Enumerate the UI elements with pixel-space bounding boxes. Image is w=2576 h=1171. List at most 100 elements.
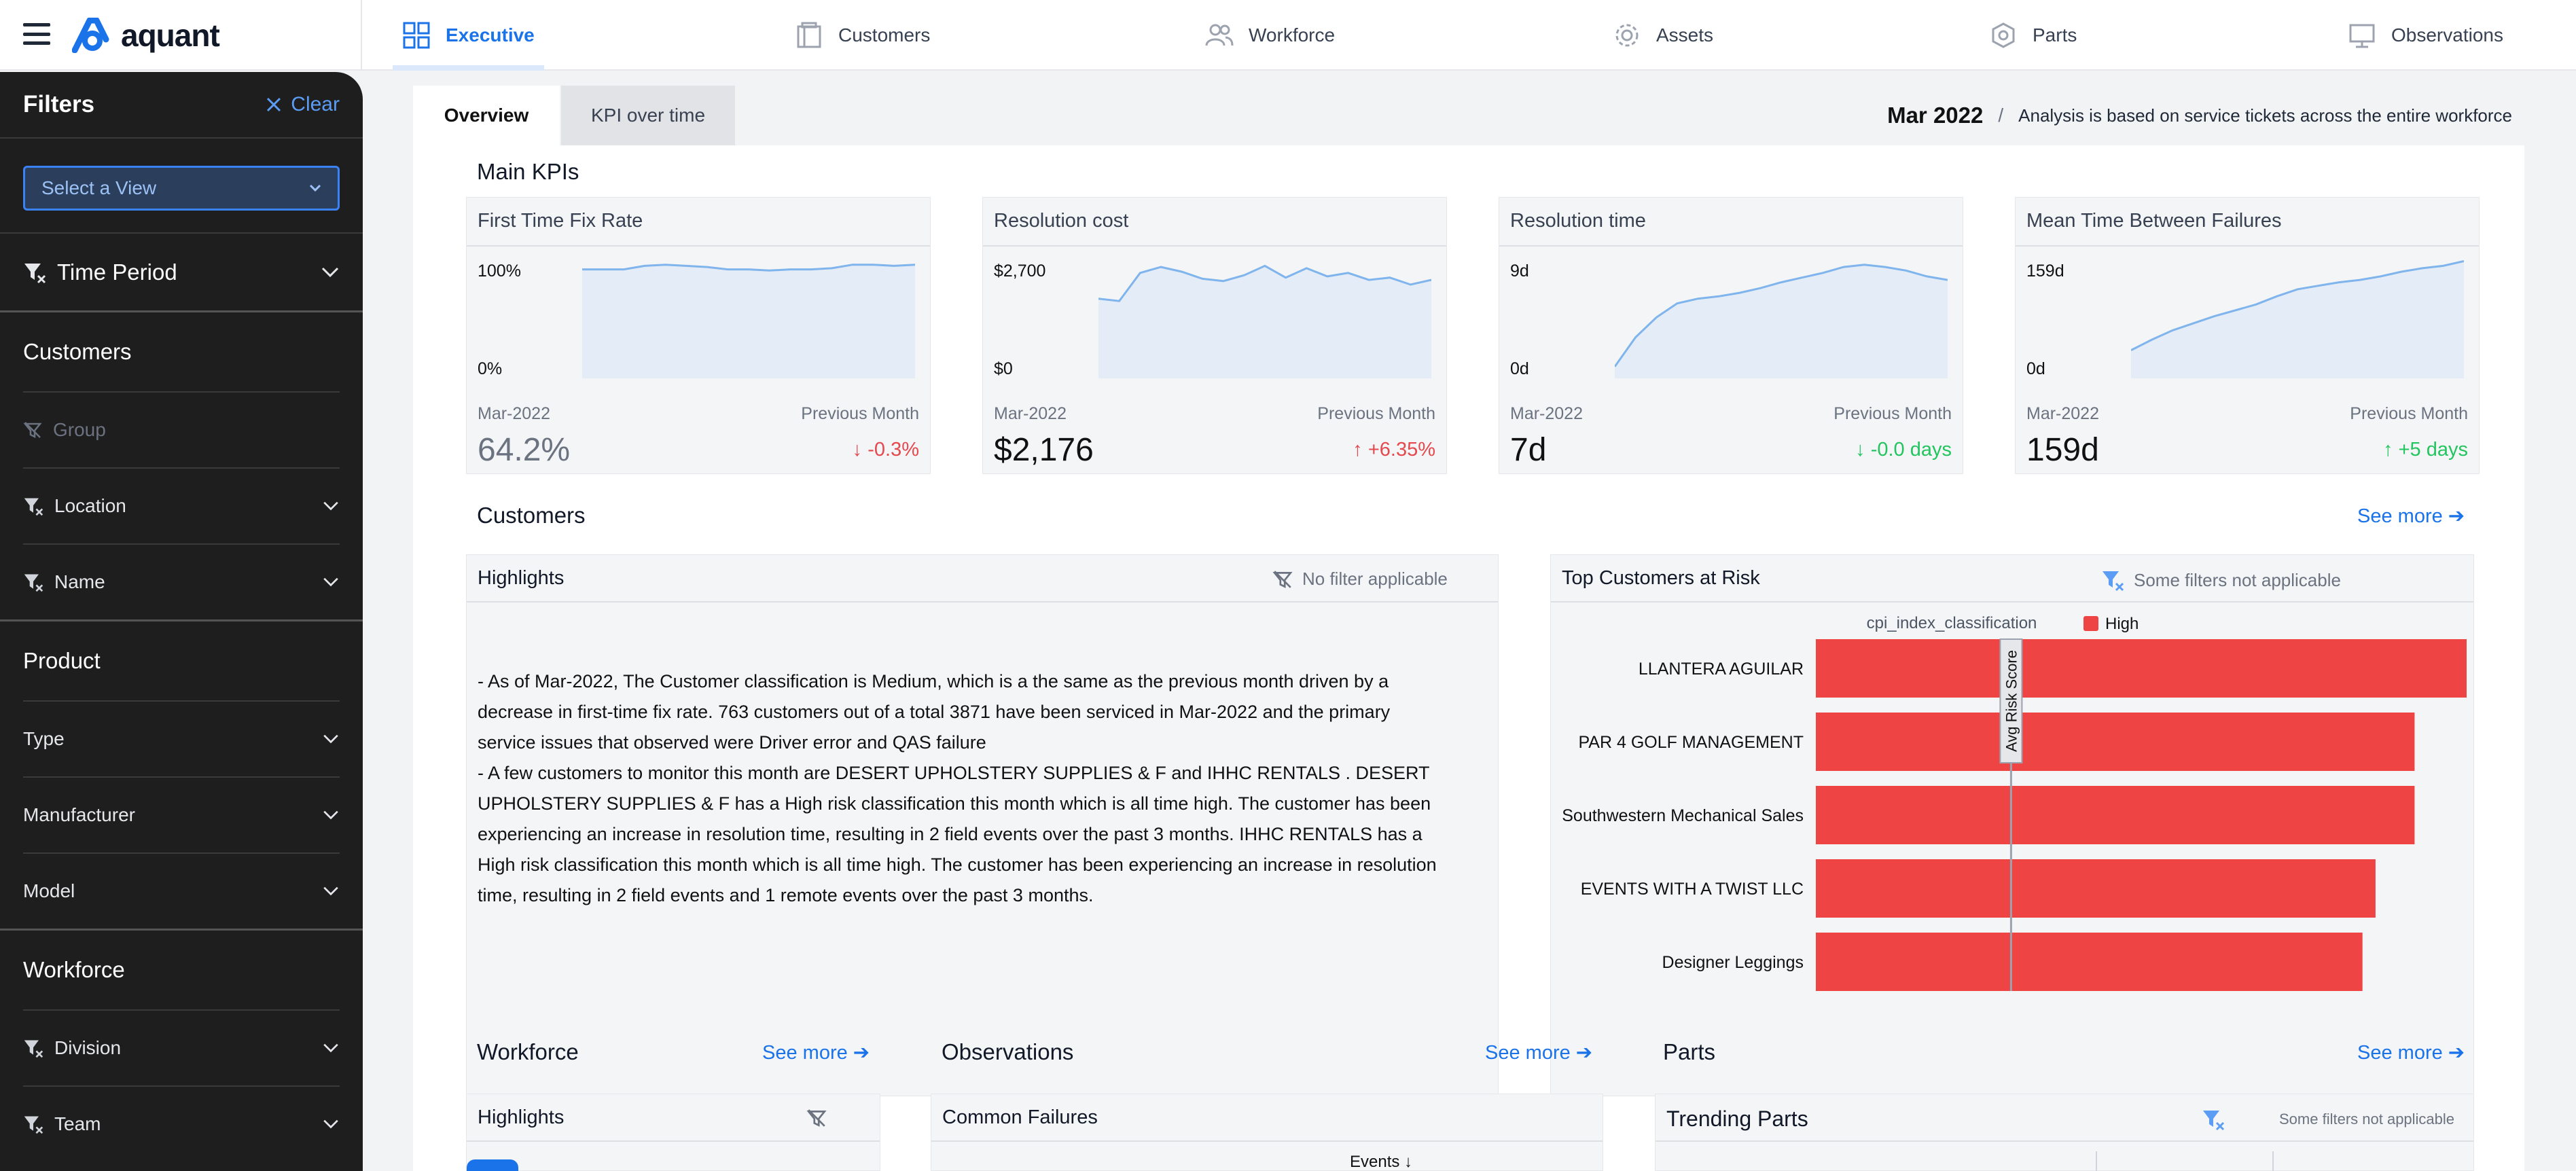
events-column-header[interactable]: Events ↓ (1350, 1153, 1413, 1171)
kpi-divider (983, 245, 1446, 247)
filter-note (806, 1108, 827, 1128)
sparkline-line (2131, 260, 2464, 351)
chevron-down-icon (323, 810, 338, 820)
clear-filters-button[interactable]: Clear (265, 93, 340, 116)
kpi-y-max: 100% (478, 262, 521, 281)
filter-model[interactable]: Model (23, 852, 340, 929)
filter-off-icon (24, 574, 43, 592)
filter-manufacturer-label: Manufacturer (23, 804, 135, 825)
sparkline-area (1615, 264, 1948, 378)
active-tab-indicator (393, 65, 544, 71)
filter-name[interactable]: Name (23, 543, 340, 619)
page-tabs: Overview KPI over time Mar 2022 / Analys… (413, 86, 2524, 145)
time-period-filter[interactable]: Time Period (0, 234, 363, 312)
filter-partial-icon (2203, 1111, 2225, 1131)
workforce-section-title: Workforce (477, 1039, 579, 1064)
tab-executive[interactable]: Executive (393, 0, 544, 71)
chevron-down-icon (323, 577, 338, 587)
kpi-card[interactable]: First Time Fix Rate 100% 0% Mar-2022 Pre… (466, 197, 931, 474)
tab-workforce-label: Workforce (1249, 24, 1336, 46)
section-divider (0, 929, 363, 931)
observations-see-more-link[interactable]: See more ➔ (1485, 1042, 1593, 1064)
kpi-value: 7d (1510, 432, 1547, 468)
sparkline-line (582, 264, 915, 272)
risk-bar (1816, 859, 2376, 918)
filter-note: Some filters not applicable (2202, 1108, 2454, 1131)
risk-bar (1816, 713, 2415, 771)
kpi-delta: ↓ -0.3% (852, 439, 919, 461)
kpi-card[interactable]: Resolution cost $2,700 $0 Mar-2022 Previ… (982, 197, 1447, 474)
kpi-name: Resolution cost (994, 210, 1129, 232)
kpi-delta: ↑ +5 days (2383, 439, 2468, 461)
panel-header: Highlights No filter applicable (467, 555, 1498, 602)
filter-off-icon (24, 263, 46, 283)
filter-type[interactable]: Type (23, 700, 340, 776)
gear-icon (1615, 24, 1639, 47)
filter-group: Group (23, 391, 340, 467)
filter-model-label: Model (23, 880, 75, 901)
kpi-card[interactable]: Resolution time 9d 0d Mar-2022 Previous … (1499, 197, 1963, 474)
trending-parts-title: Trending Parts (1666, 1106, 1808, 1131)
filter-off-icon (24, 498, 43, 516)
customers-section-title: Customers (477, 503, 586, 528)
customers-see-more-link[interactable]: See more ➔ (2357, 505, 2465, 527)
tab-workforce[interactable]: Workforce (1205, 0, 1335, 71)
chevron-down-icon (323, 734, 338, 744)
analysis-info: Mar 2022 / Analysis is based on service … (1887, 86, 2512, 145)
product-section-title: Product (23, 648, 101, 673)
chevron-down-icon (321, 267, 339, 277)
kpi-sparkline (2131, 260, 2464, 378)
filter-location[interactable]: Location (23, 467, 340, 543)
chevron-down-icon (323, 1119, 338, 1129)
category-label: LLANTERA AGUILAR (1639, 660, 1804, 679)
kpi-sparkline (1098, 264, 1431, 378)
view-select-wrapper: Select a View (0, 139, 363, 234)
risk-bar (1816, 933, 2363, 991)
tab-assets[interactable]: Assets (1613, 0, 1713, 71)
highlight-line: experiencing an increase in resolution t… (478, 824, 1423, 844)
panel-header: Top Customers at Risk Some filters not a… (1551, 555, 2473, 602)
kpi-period: Mar-2022 (2026, 404, 2099, 423)
kpi-card[interactable]: Mean Time Between Failures 159d 0d Mar-2… (2015, 197, 2480, 474)
tab-observations[interactable]: Observations (2348, 0, 2503, 71)
tab-overview[interactable]: Overview (413, 86, 560, 145)
risk-bar-chart: cpi_index_classification High LLANTERA AGU… (1562, 614, 2467, 991)
workforce-see-more-link[interactable]: See more ➔ (762, 1042, 870, 1064)
view-select[interactable]: Select a View (23, 166, 340, 211)
filter-disabled-icon (1272, 570, 1293, 588)
main-kpis-title: Main KPIs (477, 159, 579, 184)
part-icon (1992, 22, 2015, 48)
category-label: PAR 4 GOLF MANAGEMENT (1578, 733, 1804, 752)
filter-name-label: Name (54, 571, 105, 592)
avg-risk-label: Avg Risk Score (2003, 650, 2020, 752)
risk-bar (1816, 639, 2467, 698)
time-period-label: Time Period (57, 259, 177, 285)
filter-note-text: No filter applicable (1302, 569, 1448, 589)
filter-division[interactable]: Division (23, 1009, 340, 1085)
kpi-period: Mar-2022 (1510, 404, 1583, 423)
filter-note: No filter applicable (1272, 569, 1448, 590)
legend-label: High (2105, 615, 2139, 633)
filter-note-text: Some filters not applicable (2279, 1111, 2455, 1128)
analysis-date: Mar 2022 (1887, 103, 1984, 128)
aquant-logo-icon (72, 18, 109, 53)
highlights-text: - As of Mar-2022, The Customer classific… (478, 666, 1497, 911)
column-divider (2096, 1151, 2097, 1171)
highlight-line: time, resulting in 2 field events and 1 … (478, 885, 1094, 905)
filter-team[interactable]: Team (23, 1085, 340, 1161)
parts-see-more-link[interactable]: See more ➔ (2357, 1042, 2465, 1064)
highlight-line: decrease in first-time fix rate. 763 cus… (478, 702, 1391, 722)
tab-parts[interactable]: Parts (1989, 0, 2077, 71)
highlight-line: High risk classification this month whic… (478, 854, 1437, 875)
menu-icon[interactable] (23, 23, 50, 45)
tab-parts-label: Parts (2033, 24, 2077, 46)
highlight-badge (467, 1159, 518, 1171)
category-label: EVENTS WITH A TWIST LLC (1581, 880, 1804, 899)
analysis-note: Analysis is based on service tickets acr… (2018, 105, 2512, 126)
filter-manufacturer[interactable]: Manufacturer (23, 776, 340, 852)
tab-kpi-over-time[interactable]: KPI over time (561, 86, 735, 145)
tab-customers[interactable]: Customers (795, 0, 930, 71)
sparkline-line (1098, 264, 1431, 302)
kpi-y-max: $2,700 (994, 262, 1046, 281)
filter-disabled-icon (806, 1109, 827, 1127)
